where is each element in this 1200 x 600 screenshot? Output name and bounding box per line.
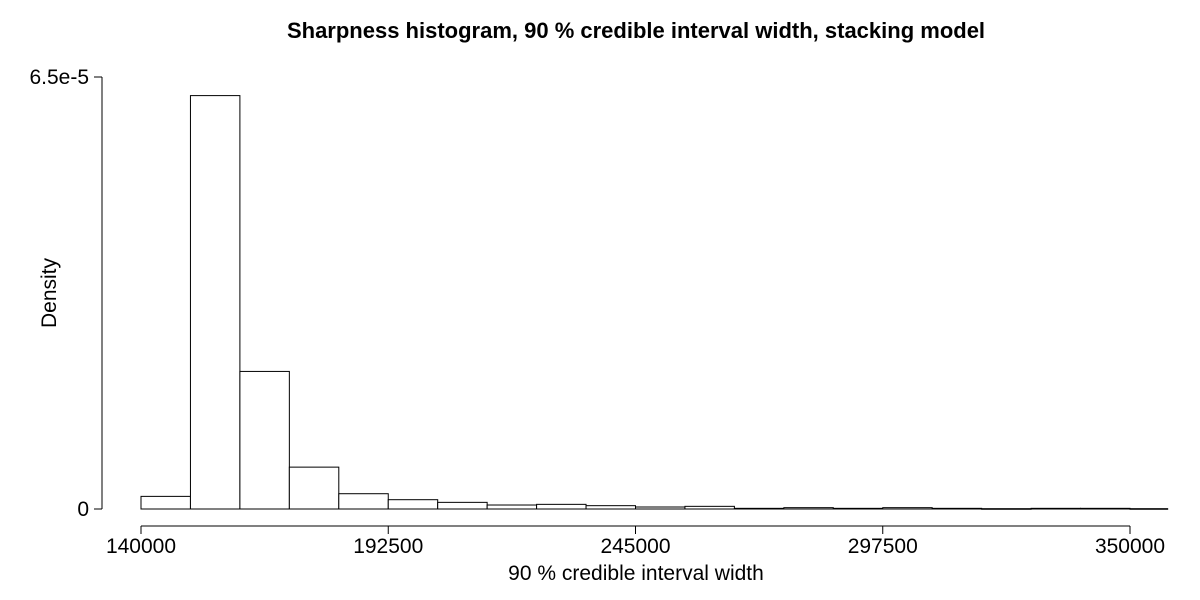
histogram-bar-1 — [189, 95, 241, 510]
x-tick-label-1: 192500 — [353, 535, 423, 558]
x-axis-label: 90 % credible interval width — [508, 562, 764, 585]
histogram-bar-3 — [288, 466, 340, 510]
x-tick-label-2: 245000 — [600, 535, 670, 558]
chart-title: Sharpness histogram, 90 % credible inter… — [287, 18, 985, 43]
y-axis-label: Density — [38, 257, 61, 328]
histogram-bar-0 — [140, 495, 191, 510]
histogram-bars — [140, 95, 1169, 510]
histogram-bar-2 — [239, 370, 290, 510]
histogram-bar-5 — [387, 499, 439, 510]
y-tick-label-max: 6.5e-5 — [29, 66, 89, 89]
histogram-bar-4 — [338, 493, 389, 510]
y-tick-label-zero: 0 — [77, 498, 89, 521]
histogram-bar-6 — [437, 501, 488, 510]
x-tick-label-3: 297500 — [848, 535, 918, 558]
histogram-bar-8 — [536, 503, 587, 510]
x-tick-label-4: 350000 — [1095, 535, 1165, 558]
x-tick-label-0: 140000 — [106, 535, 176, 558]
x-axis-ticks: 140000 192500 245000 297500 350000 — [106, 526, 1165, 558]
histogram-bar-7 — [486, 504, 538, 510]
